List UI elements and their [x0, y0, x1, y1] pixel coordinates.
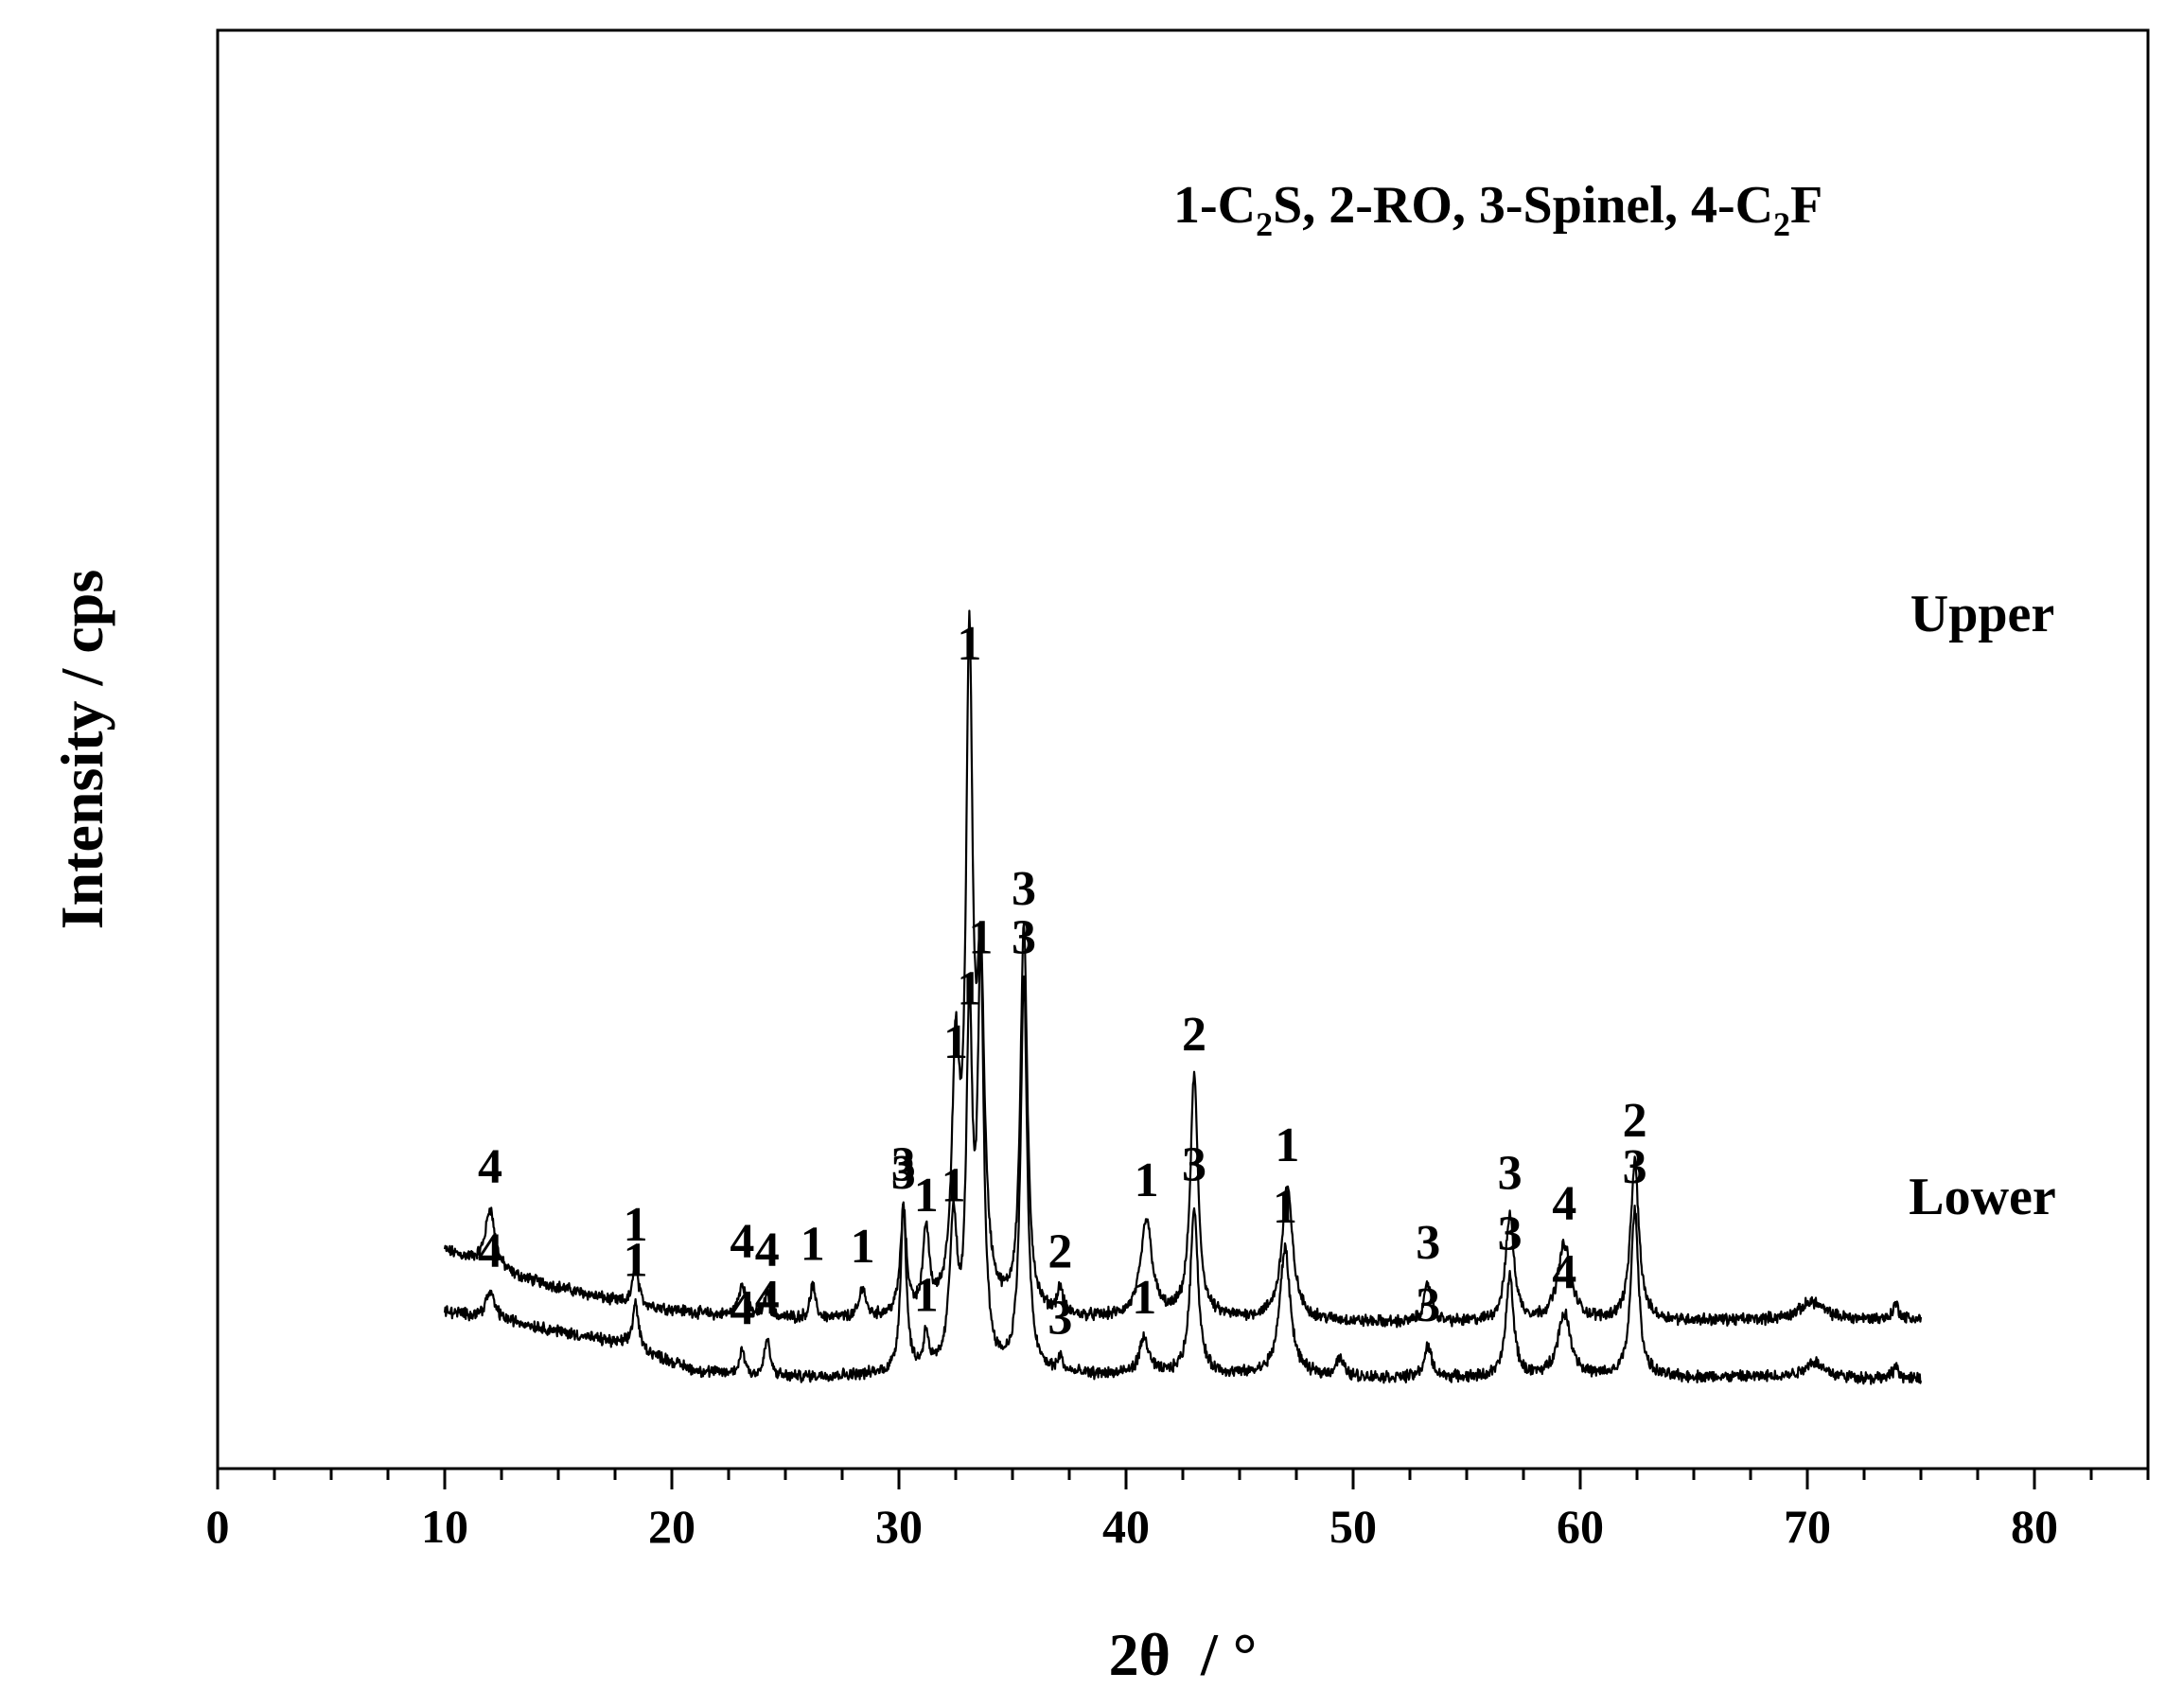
legend-subscript-1: 2 [1256, 205, 1273, 243]
legend-part-1: 1-C [1173, 176, 1256, 235]
legend-text: 1-C2S, 2-RO, 3-Spinel, 4-C2F [1173, 176, 1822, 243]
peak-label: 3 [1182, 1138, 1206, 1192]
y-axis-title: Intensity / cps [48, 570, 115, 930]
x-tick-label: 30 [875, 1500, 923, 1553]
x-tick-label: 40 [1102, 1500, 1150, 1553]
x-tick-label: 50 [1329, 1500, 1377, 1553]
x-tick-label: 0 [206, 1500, 230, 1553]
peak-label: 3 [1047, 1292, 1072, 1346]
series-upper-line [443, 609, 1923, 1329]
peak-label: 3 [1416, 1278, 1440, 1332]
peak-label: 1 [801, 1217, 825, 1271]
legend-part-3: 2-RO, 3-Spinel, 4-C [1329, 176, 1773, 235]
peak-label: 4 [730, 1281, 754, 1335]
peak-label: 1 [943, 1015, 968, 1069]
peak-label: 1 [1132, 1271, 1156, 1325]
peak-label: 1 [942, 1158, 966, 1212]
peak-label: 2 [1182, 1008, 1206, 1062]
peak-label: 1 [968, 910, 993, 964]
series-names: Upper Lower [1909, 585, 2056, 1226]
peak-label: 3 [1012, 910, 1036, 964]
peak-label: 4 [478, 1224, 502, 1278]
peak-label: 1 [957, 961, 981, 1015]
peak-label: 3 [891, 1146, 916, 1200]
peak-label: 1 [1273, 1180, 1297, 1234]
peak-label: 1 [957, 617, 981, 671]
series-name-lower: Lower [1909, 1168, 2056, 1226]
peak-label: 3 [1623, 1140, 1647, 1194]
peak-label: 3 [891, 1138, 916, 1192]
peak-label: 1 [1275, 1118, 1299, 1172]
peak-label: 4 [1552, 1245, 1576, 1299]
peak-label: 3 [1498, 1207, 1523, 1261]
legend-part-4: F [1790, 176, 1822, 235]
peak-label: 4 [1552, 1176, 1576, 1230]
series-name-upper: Upper [1910, 585, 2054, 643]
peak-label: 1 [914, 1268, 939, 1322]
peak-label: 4 [730, 1214, 754, 1268]
plot-frame [216, 28, 2150, 1470]
peak-label: 4 [755, 1224, 780, 1277]
x-axis-ticks: 0 10 20 30 40 50 60 70 80 [206, 1469, 2150, 1553]
peak-label: 4 [755, 1271, 780, 1325]
legend-part-2: S, [1273, 176, 1329, 235]
peak-label: 3 [1498, 1146, 1523, 1200]
peak-label: 1 [624, 1234, 648, 1288]
peak-label: 1 [624, 1198, 648, 1252]
x-tick-label: 70 [1784, 1500, 1831, 1553]
peak-label: 2 [1623, 1094, 1647, 1148]
peak-label: 4 [478, 1140, 502, 1194]
x-tick-label: 10 [421, 1500, 468, 1553]
x-tick-label: 60 [1557, 1500, 1604, 1553]
peak-label: 1 [1135, 1153, 1159, 1207]
peak-label: 1 [914, 1169, 939, 1223]
peak-label: 3 [1416, 1216, 1440, 1270]
peak-label: 3 [1012, 862, 1036, 916]
x-tick-label: 20 [648, 1500, 695, 1553]
peak-label: 2 [1047, 1225, 1072, 1279]
series-layer [443, 609, 1923, 1385]
peak-label: 1 [851, 1220, 875, 1274]
x-axis-title: 2θ / ° [1109, 1621, 1258, 1688]
series-lower-line [443, 937, 1923, 1385]
legend-subscript-2: 2 [1773, 205, 1790, 243]
x-tick-label: 80 [2011, 1500, 2058, 1553]
